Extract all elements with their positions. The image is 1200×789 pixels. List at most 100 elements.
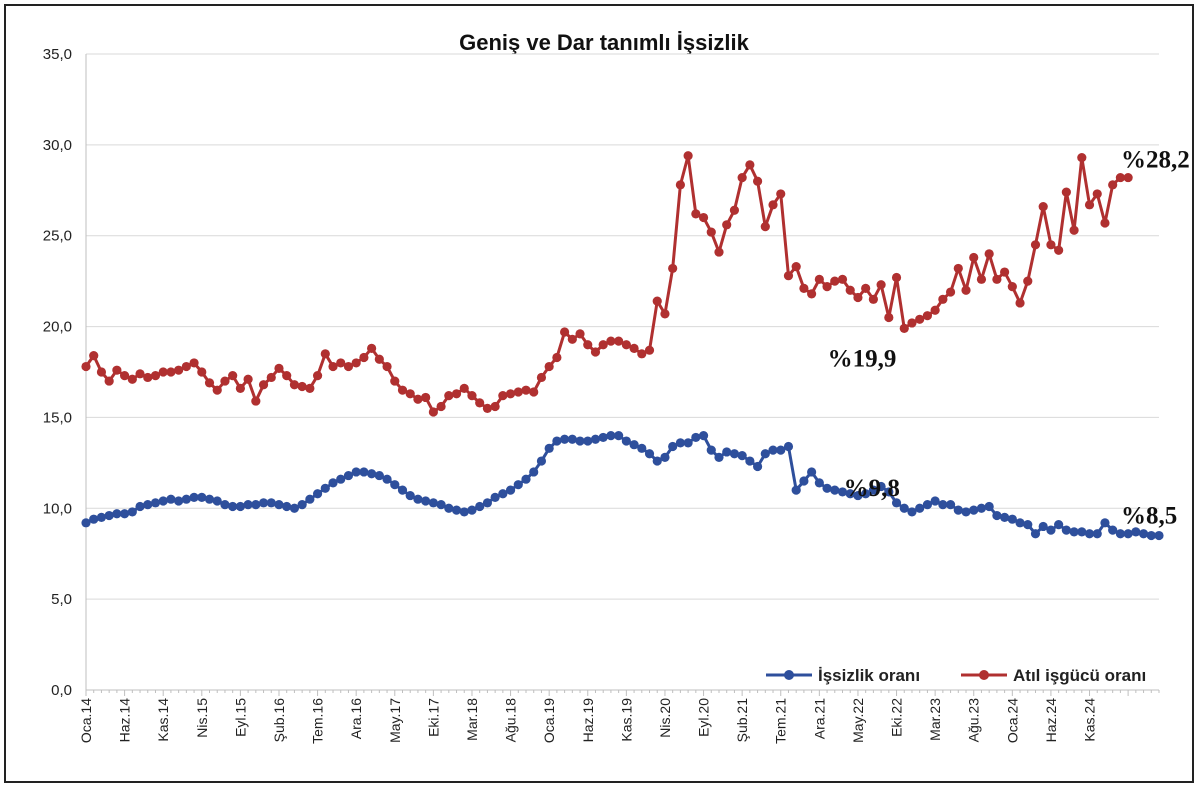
data-point — [521, 385, 531, 395]
x-tick-label: Şub.16 — [271, 698, 287, 743]
data-point — [899, 503, 909, 513]
data-point — [575, 329, 585, 339]
annotation-label: %28,2 — [1121, 147, 1190, 174]
data-point — [305, 494, 315, 504]
data-point — [760, 449, 770, 459]
data-point — [1015, 298, 1025, 308]
data-point — [505, 389, 516, 399]
data-point — [583, 436, 593, 446]
y-tick-label: 35,0 — [43, 46, 72, 63]
data-point — [81, 361, 91, 372]
x-axis: Oca.14 Haz.14 Kas.14 Nis.15 Eyl.15 Şub.16 Tem.… — [78, 690, 1160, 744]
x-tick-label: Eki.17 — [425, 698, 441, 737]
data-point — [891, 498, 902, 508]
data-point — [482, 498, 493, 508]
data-point — [374, 470, 384, 481]
data-point — [590, 434, 601, 444]
data-point — [544, 361, 554, 372]
data-point — [560, 434, 570, 444]
series-line — [84, 154, 1129, 414]
data-point — [89, 514, 99, 524]
y-tick-label: 20,0 — [43, 319, 72, 336]
data-point — [637, 443, 647, 453]
data-point — [228, 371, 238, 381]
data-point — [706, 445, 716, 455]
data-point — [529, 387, 539, 397]
data-point — [791, 262, 801, 272]
data-point — [135, 369, 145, 379]
data-point — [891, 272, 902, 283]
data-point — [174, 496, 184, 506]
data-point — [552, 352, 562, 363]
data-point — [1061, 525, 1071, 535]
data-point — [374, 354, 384, 364]
data-point — [822, 483, 832, 493]
data-point — [868, 294, 878, 304]
data-point — [158, 367, 168, 377]
y-tick-label: 30,0 — [43, 137, 72, 154]
data-point — [1077, 527, 1087, 537]
data-point — [714, 452, 724, 463]
data-point — [644, 345, 655, 355]
data-point — [1084, 200, 1095, 210]
data-point — [251, 500, 261, 510]
data-point — [112, 509, 122, 519]
data-point — [969, 252, 979, 263]
data-point — [467, 505, 477, 515]
data-point — [560, 327, 570, 337]
data-point — [876, 481, 886, 492]
data-point — [614, 431, 624, 441]
data-point — [204, 378, 215, 388]
x-tick-label: Ara.16 — [348, 698, 364, 739]
data-point — [220, 376, 230, 386]
data-point — [1054, 245, 1064, 255]
x-tick-label: Ağu.18 — [503, 698, 519, 743]
data-point — [1100, 518, 1110, 528]
x-tick-label: Haz.19 — [580, 698, 596, 743]
data-point — [367, 343, 377, 353]
data-point — [421, 496, 431, 506]
data-point — [351, 467, 361, 477]
y-tick-label: 15,0 — [43, 409, 72, 426]
data-point — [930, 305, 940, 315]
data-point — [675, 180, 685, 190]
x-tick-label: Tem.16 — [310, 698, 326, 744]
data-point — [536, 372, 547, 383]
data-point — [166, 367, 176, 377]
data-point — [467, 391, 477, 401]
data-point — [637, 349, 647, 359]
data-point — [945, 500, 956, 510]
data-point — [1038, 521, 1048, 532]
data-point — [119, 509, 130, 519]
data-point — [683, 438, 693, 448]
data-point — [1108, 180, 1118, 190]
data-point — [1146, 530, 1156, 541]
data-point — [444, 503, 454, 513]
data-point — [459, 507, 469, 517]
data-point — [513, 387, 523, 397]
data-point — [204, 494, 215, 504]
data-point — [922, 311, 933, 321]
data-point — [837, 274, 848, 284]
data-point — [745, 160, 755, 170]
data-point — [969, 505, 979, 515]
data-point — [1069, 527, 1079, 537]
x-tick-label: Mar.23 — [927, 698, 943, 741]
x-tick-label: Ara.21 — [811, 698, 827, 739]
data-point — [243, 374, 253, 384]
data-point — [1054, 520, 1064, 530]
data-point — [668, 263, 678, 274]
data-point — [814, 478, 824, 488]
data-point — [127, 374, 137, 384]
data-point — [1123, 529, 1133, 539]
data-point — [81, 518, 91, 528]
data-point — [614, 336, 624, 346]
data-point — [799, 283, 809, 294]
data-point — [243, 500, 253, 510]
data-point — [629, 343, 639, 353]
data-point — [652, 456, 662, 466]
data-point — [351, 358, 361, 368]
data-point — [89, 351, 99, 361]
data-point — [752, 461, 763, 472]
data-point — [212, 496, 222, 506]
